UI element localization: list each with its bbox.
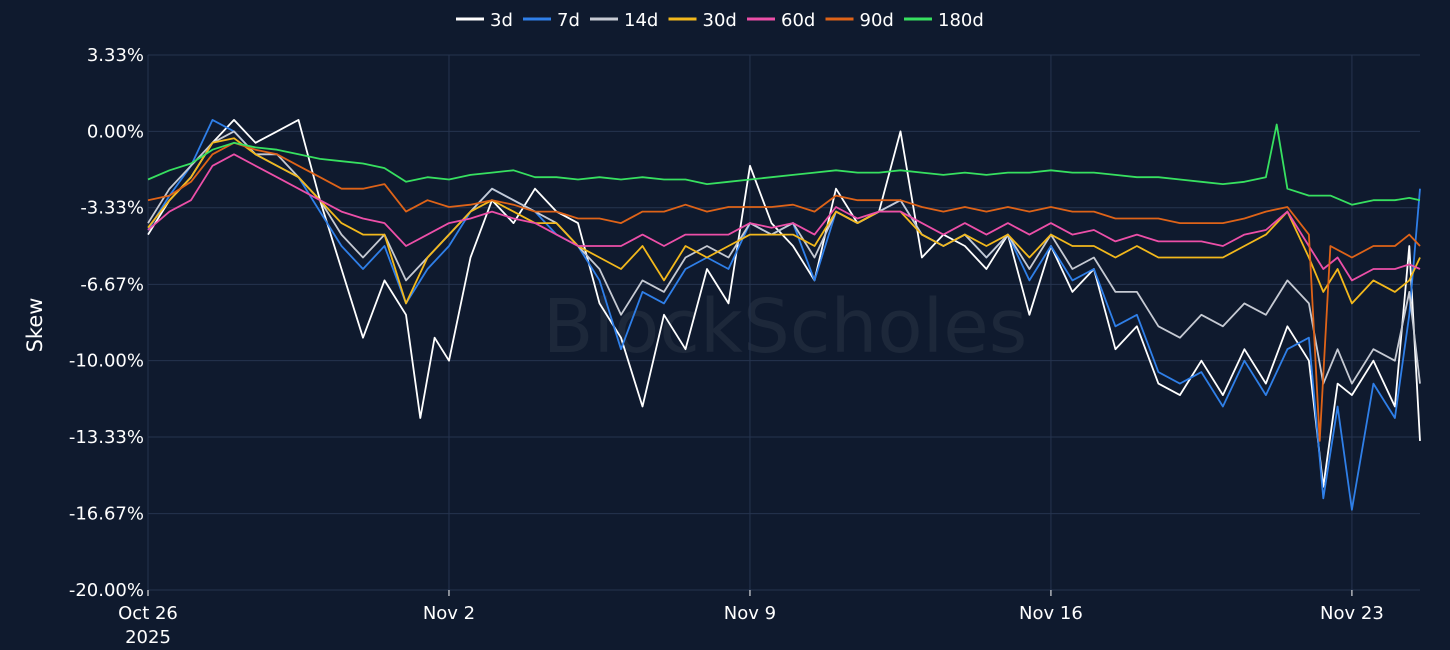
series-line-7d bbox=[147, 119, 1421, 511]
legend-item-60d: 60d bbox=[747, 10, 815, 31]
legend-label: 7d bbox=[557, 10, 580, 31]
y-tick-label: -3.33% bbox=[80, 198, 144, 219]
x-axis-ticks: Oct 26 2025 Nov 2 Nov 9 Nov 16 Nov 23 bbox=[118, 590, 1384, 648]
x-tick-label: Nov 16 bbox=[1019, 603, 1083, 624]
series-line-3d bbox=[147, 119, 1421, 488]
grid bbox=[147, 54, 1420, 591]
series-lines bbox=[147, 119, 1421, 511]
legend-item-14d: 14d bbox=[590, 10, 658, 31]
series-line-30d bbox=[147, 137, 1421, 305]
x-tick-sublabel: 2025 bbox=[125, 627, 171, 648]
legend-item-30d: 30d bbox=[668, 10, 737, 31]
x-tick-label: Nov 9 bbox=[724, 603, 776, 624]
x-tick-label: Nov 2 bbox=[423, 603, 475, 624]
watermark: BlockScholes bbox=[543, 284, 1028, 370]
y-tick-label: 3.33% bbox=[87, 45, 144, 66]
y-tick-label: -6.67% bbox=[80, 274, 144, 295]
series-line-180d bbox=[147, 123, 1421, 206]
x-tick-label: Oct 26 bbox=[118, 603, 178, 624]
legend-label: 14d bbox=[624, 10, 658, 31]
y-axis-ticks: 3.33% 0.00% -3.33% -6.67% -10.00% -13.33% -16.… bbox=[69, 45, 144, 601]
legend: 3d 7d 14d 30d 60d 90d 180d bbox=[456, 10, 984, 31]
y-tick-label: -20.00% bbox=[69, 580, 144, 601]
y-tick-label: -13.33% bbox=[69, 427, 144, 448]
legend-label: 180d bbox=[938, 10, 984, 31]
legend-label: 90d bbox=[860, 10, 894, 31]
legend-item-7d: 7d bbox=[523, 10, 580, 31]
x-tick-label: Nov 23 bbox=[1320, 603, 1384, 624]
legend-item-180d: 180d bbox=[904, 10, 984, 31]
series-line-60d bbox=[147, 153, 1421, 282]
legend-label: 60d bbox=[781, 10, 815, 31]
legend-item-3d: 3d bbox=[456, 10, 513, 31]
y-tick-label: 0.00% bbox=[87, 121, 144, 142]
y-tick-label: -16.67% bbox=[69, 504, 144, 525]
series-line-90d bbox=[147, 141, 1421, 442]
legend-label: 30d bbox=[703, 10, 737, 31]
legend-label: 3d bbox=[490, 10, 513, 31]
legend-item-90d: 90d bbox=[825, 10, 894, 31]
y-tick-label: -10.00% bbox=[69, 351, 144, 372]
y-axis-label: Skew bbox=[23, 298, 47, 353]
